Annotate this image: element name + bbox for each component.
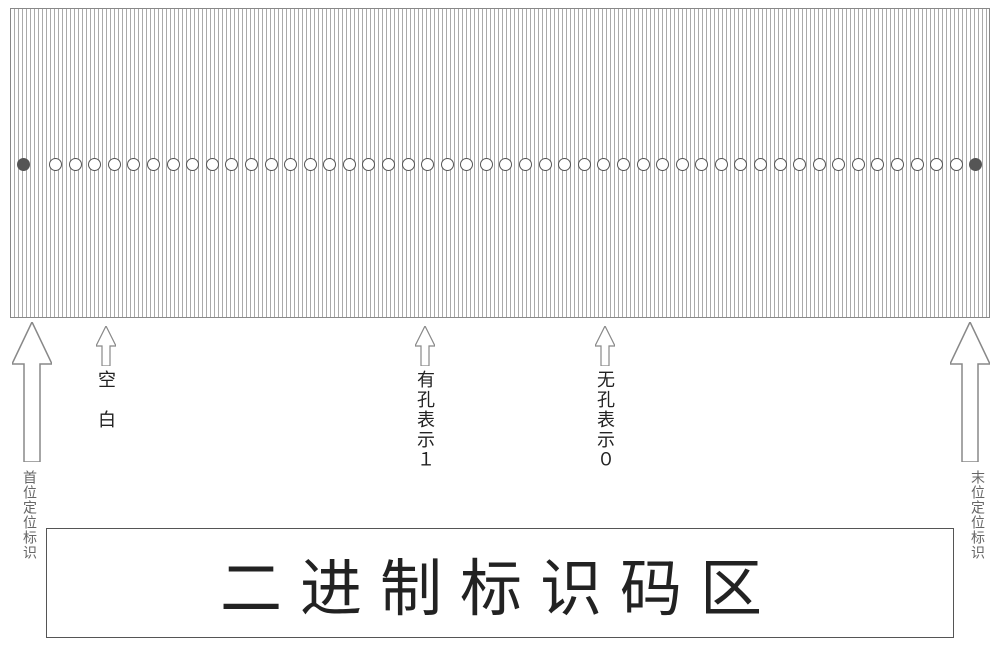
marker-open — [597, 158, 610, 171]
arrow-up-large-icon — [12, 322, 52, 462]
hatch-panel — [10, 8, 990, 318]
marker-open — [49, 158, 62, 171]
marker-open — [695, 158, 708, 171]
marker-open — [284, 158, 297, 171]
arrow-first-position — [12, 322, 52, 462]
marker-open — [656, 158, 669, 171]
marker-open — [147, 158, 160, 171]
marker-open — [813, 158, 826, 171]
marker-open — [891, 158, 904, 171]
marker-open — [871, 158, 884, 171]
marker-gap — [37, 158, 43, 171]
region-box: 二进制标识码区 — [46, 528, 954, 638]
marker-open — [578, 158, 591, 171]
marker-open — [558, 158, 571, 171]
marker-filled — [969, 158, 982, 171]
marker-open — [793, 158, 806, 171]
arrow-up-large-icon — [950, 322, 990, 462]
marker-open — [421, 158, 434, 171]
circle-track — [17, 153, 983, 175]
label-last-position: 末位定位标识 — [966, 470, 986, 560]
marker-open — [265, 158, 278, 171]
arrow-up-small-icon — [415, 326, 435, 366]
marker-open — [186, 158, 199, 171]
arrow-last-position — [950, 322, 990, 462]
marker-open — [539, 158, 552, 171]
marker-open — [108, 158, 121, 171]
marker-filled — [17, 158, 30, 171]
marker-open — [734, 158, 747, 171]
arrow-no-hole-zero: 无孔表示０ — [592, 326, 618, 470]
marker-open — [852, 158, 865, 171]
marker-open — [499, 158, 512, 171]
marker-open — [225, 158, 238, 171]
marker-open — [206, 158, 219, 171]
marker-open — [343, 158, 356, 171]
marker-open — [519, 158, 532, 171]
marker-open — [617, 158, 630, 171]
marker-open — [127, 158, 140, 171]
arrow-blank: 空 白 — [93, 326, 119, 430]
marker-open — [930, 158, 943, 171]
arrow-hole-one: 有孔表示１ — [412, 326, 438, 470]
marker-open — [480, 158, 493, 171]
arrow-up-small-icon — [96, 326, 116, 366]
label-no-hole-zero: 无孔表示０ — [592, 370, 618, 470]
marker-open — [69, 158, 82, 171]
marker-open — [402, 158, 415, 171]
marker-open — [304, 158, 317, 171]
marker-open — [676, 158, 689, 171]
marker-open — [911, 158, 924, 171]
marker-open — [774, 158, 787, 171]
marker-open — [323, 158, 336, 171]
marker-open — [441, 158, 454, 171]
label-blank: 空 白 — [93, 370, 119, 430]
marker-open — [382, 158, 395, 171]
marker-open — [362, 158, 375, 171]
marker-open — [715, 158, 728, 171]
marker-open — [637, 158, 650, 171]
region-box-label: 二进制标识码区 — [220, 538, 780, 628]
marker-open — [460, 158, 473, 171]
label-hole-one: 有孔表示１ — [412, 370, 438, 470]
marker-open — [754, 158, 767, 171]
label-first-position: 首位定位标识 — [18, 470, 38, 560]
marker-open — [832, 158, 845, 171]
arrow-up-small-icon — [595, 326, 615, 366]
marker-open — [950, 158, 963, 171]
marker-open — [167, 158, 180, 171]
marker-open — [88, 158, 101, 171]
marker-open — [245, 158, 258, 171]
